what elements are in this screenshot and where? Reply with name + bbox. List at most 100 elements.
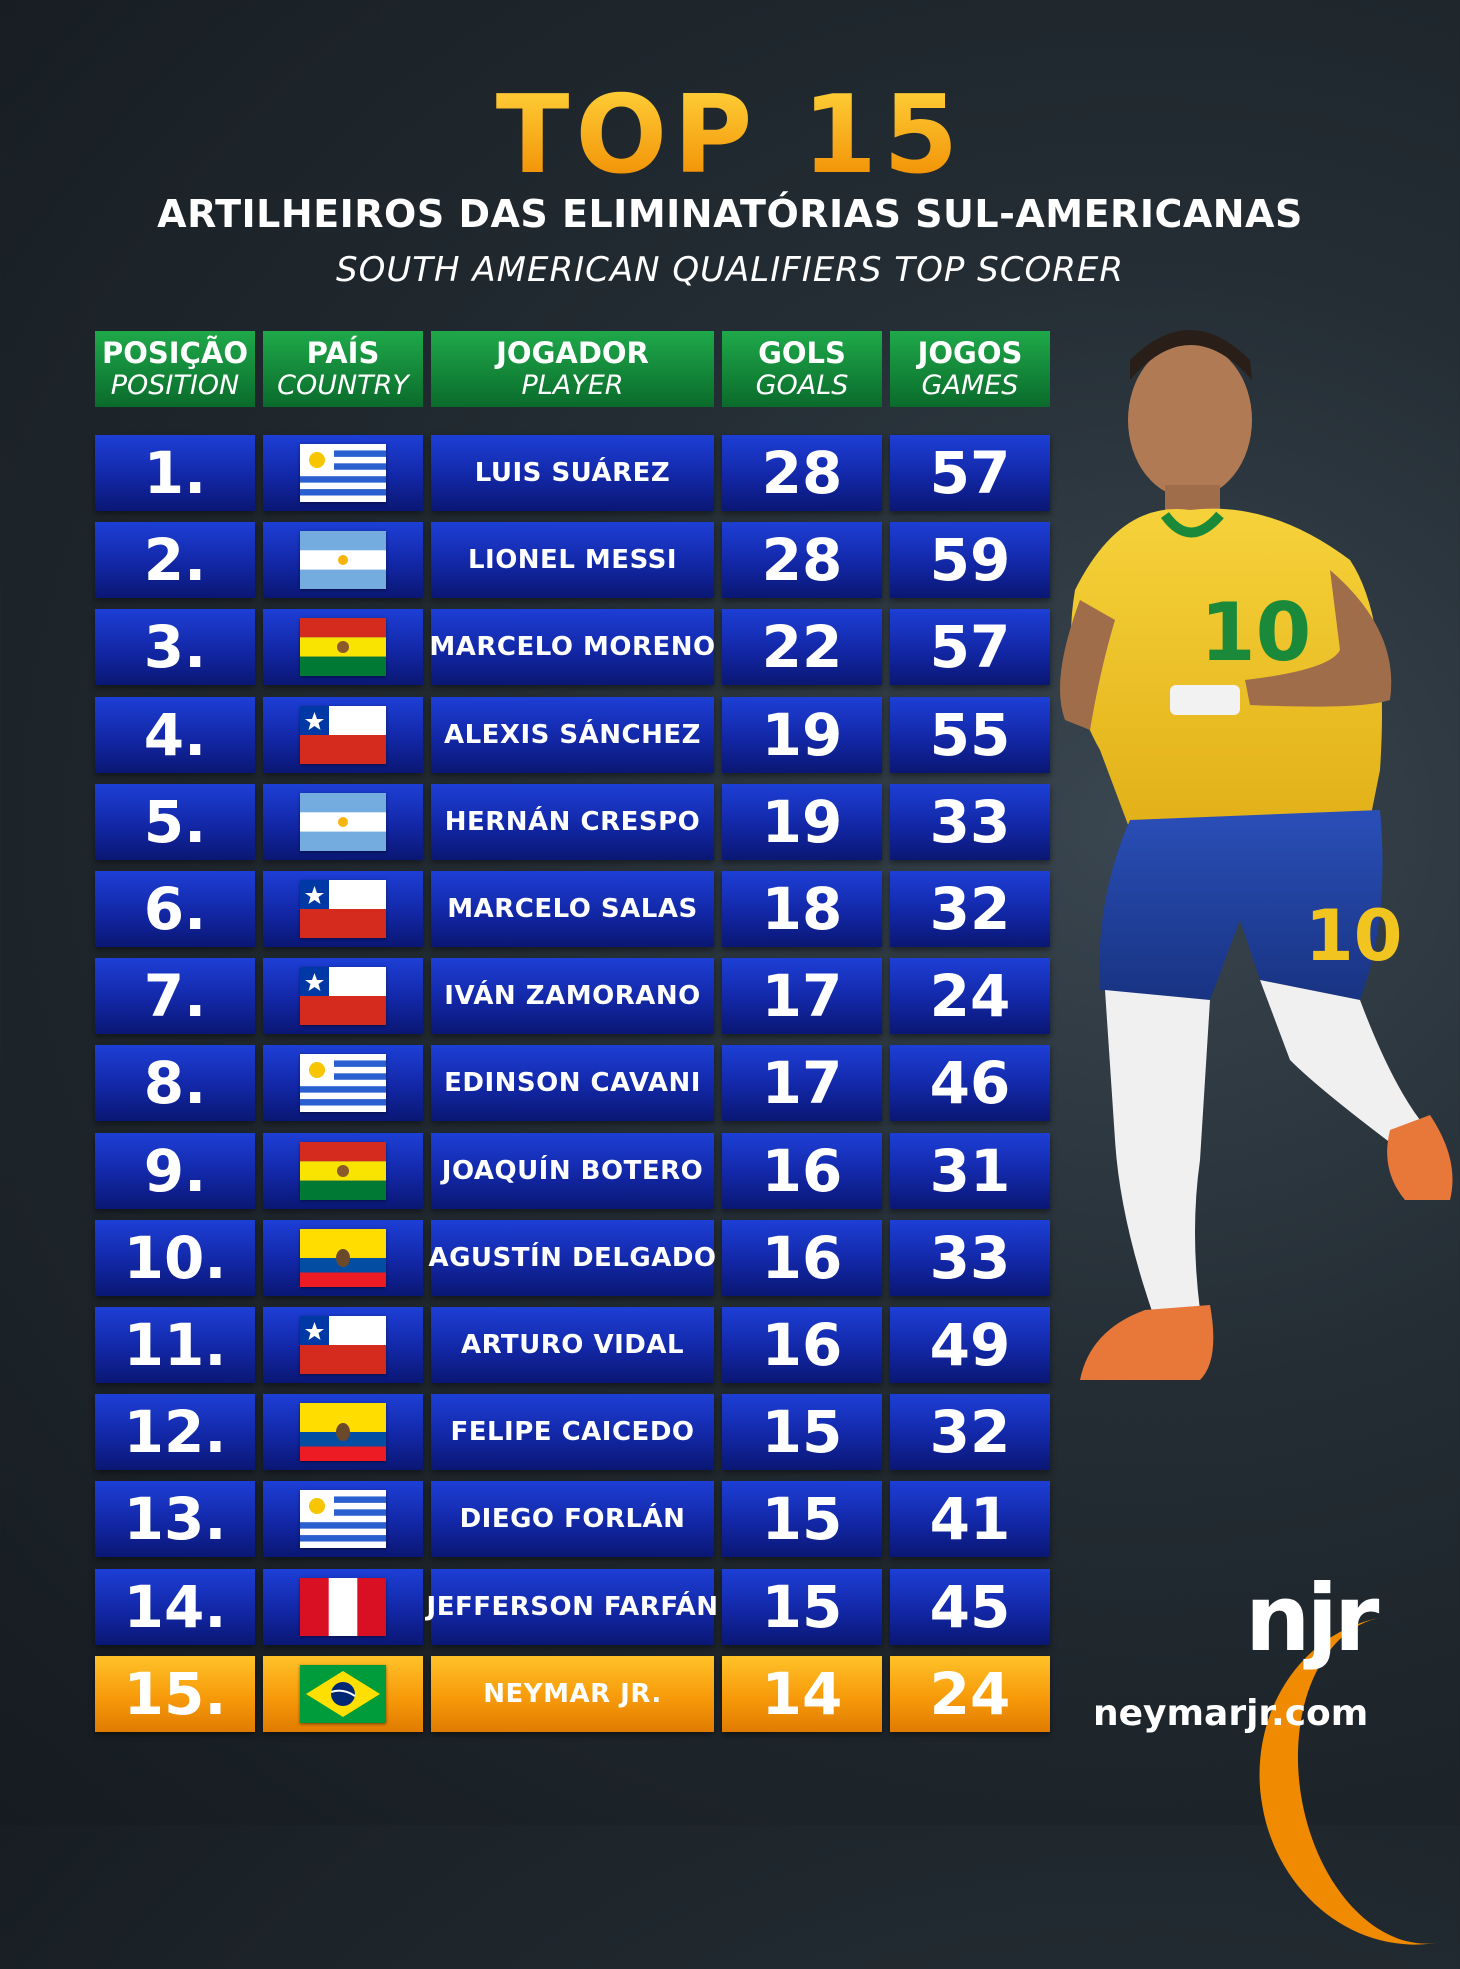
country-cell (263, 1481, 423, 1558)
peru-flag-icon (300, 1577, 386, 1636)
position-cell: 13. (95, 1481, 255, 1558)
goals-cell: 16 (722, 1132, 882, 1209)
website-link[interactable]: neymarjr.com (1093, 1693, 1369, 1734)
position-cell: 8. (95, 1045, 255, 1122)
player-name-cell: DIEGO FORLÁN (431, 1481, 714, 1558)
page-subtitle-english: SOUTH AMERICAN QUALIFIERS TOP SCORER (336, 250, 1124, 290)
header-position: POSIÇÃO POSITION (95, 331, 255, 407)
country-cell (263, 522, 423, 599)
games-cell: 49 (890, 1307, 1050, 1383)
ecuador-flag-icon (300, 1228, 386, 1287)
header-country-pt: PAÍS (306, 335, 380, 370)
chile-flag-icon (300, 705, 386, 764)
goals-cell: 15 (722, 1481, 882, 1558)
position-cell: 9. (95, 1132, 255, 1209)
position-cell: 14. (95, 1568, 255, 1645)
goals-cell: 15 (722, 1394, 882, 1471)
country-cell (263, 783, 423, 860)
goals-cell: 15 (722, 1568, 882, 1645)
goals-cell: 22 (722, 609, 882, 686)
goals-cell: 19 (722, 696, 882, 773)
games-cell: 57 (890, 435, 1050, 511)
position-cell: 7. (95, 958, 255, 1035)
header-games: JOGOS GAMES (890, 331, 1050, 407)
position-cell: 11. (95, 1307, 255, 1383)
country-cell (263, 871, 423, 947)
games-cell: 24 (890, 1655, 1050, 1732)
goals-cell: 28 (722, 522, 882, 599)
country-cell (263, 1655, 423, 1732)
goals-cell: 14 (722, 1655, 882, 1732)
position-cell: 5. (95, 783, 255, 860)
country-cell (263, 958, 423, 1035)
header-position-en: POSITION (110, 370, 240, 402)
brazil-flag-icon (300, 1664, 386, 1723)
header-country: PAÍS COUNTRY (263, 331, 423, 407)
player-name-cell: MARCELO SALAS (431, 871, 714, 947)
position-cell: 4. (95, 696, 255, 773)
games-cell: 41 (890, 1481, 1050, 1558)
position-cell: 1. (95, 435, 255, 511)
uruguay-flag-icon (300, 444, 386, 502)
goals-cell: 18 (722, 871, 882, 947)
games-cell: 32 (890, 1394, 1050, 1471)
svg-text:10: 10 (1200, 586, 1311, 679)
player-name-cell: ARTURO VIDAL (431, 1307, 714, 1383)
player-name-cell: LIONEL MESSI (431, 522, 714, 599)
argentina-flag-icon (300, 531, 386, 590)
country-cell (263, 609, 423, 686)
header-goals: GOLS GOALS (722, 331, 882, 407)
goals-cell: 16 (722, 1307, 882, 1383)
goals-cell: 17 (722, 1045, 882, 1122)
player-name-cell: EDINSON CAVANI (431, 1045, 714, 1122)
country-cell (263, 1394, 423, 1471)
position-cell: 6. (95, 871, 255, 947)
country-cell (263, 1045, 423, 1122)
player-name-cell: AGUSTÍN DELGADO (428, 1219, 716, 1296)
argentina-flag-icon (300, 792, 386, 851)
uruguay-flag-icon (300, 1054, 386, 1113)
position-cell: 10. (95, 1219, 255, 1296)
games-cell: 33 (890, 1219, 1050, 1296)
games-cell: 57 (890, 609, 1050, 686)
player-name-cell: MARCELO MORENO (429, 609, 715, 686)
games-cell: 46 (890, 1045, 1050, 1122)
ecuador-flag-icon (300, 1403, 386, 1462)
games-cell: 31 (890, 1132, 1050, 1209)
player-name-cell: LUIS SUÁREZ (431, 435, 714, 511)
country-cell (263, 435, 423, 511)
games-cell: 24 (890, 958, 1050, 1035)
header-goals-pt: GOLS (758, 335, 846, 370)
country-cell (263, 1132, 423, 1209)
svg-text:10: 10 (1305, 895, 1402, 977)
player-name-cell: IVÁN ZAMORANO (431, 958, 714, 1035)
goals-cell: 19 (722, 783, 882, 860)
games-cell: 32 (890, 871, 1050, 947)
games-cell: 45 (890, 1568, 1050, 1645)
player-name-cell: JOAQUÍN BOTERO (431, 1132, 714, 1209)
goals-cell: 17 (722, 958, 882, 1035)
player-name-cell: NEYMAR JR. (431, 1655, 714, 1732)
player-name-cell: ALEXIS SÁNCHEZ (431, 696, 714, 773)
games-cell: 33 (890, 783, 1050, 860)
header-country-en: COUNTRY (277, 370, 409, 402)
country-cell (263, 1568, 423, 1645)
header-games-en: GAMES (921, 370, 1019, 402)
chile-flag-icon (300, 967, 386, 1026)
country-cell (263, 1219, 423, 1296)
bolivia-flag-icon (300, 1141, 386, 1200)
header-player-pt: JOGADOR (496, 335, 649, 370)
chile-flag-icon (300, 880, 386, 938)
chile-flag-icon (300, 1316, 386, 1374)
header-games-pt: JOGOS (917, 335, 1023, 370)
header-player: JOGADOR PLAYER (431, 331, 714, 407)
country-cell (263, 1307, 423, 1383)
page-title: TOP 15 (0, 82, 1460, 190)
position-cell: 2. (95, 522, 255, 599)
position-cell: 3. (95, 609, 255, 686)
country-cell (263, 696, 423, 773)
player-illustration: 10 10 (1060, 330, 1453, 1380)
position-cell: 12. (95, 1394, 255, 1471)
player-name-cell: JEFFERSON FARFÁN (427, 1568, 718, 1645)
position-cell: 15. (95, 1655, 255, 1732)
